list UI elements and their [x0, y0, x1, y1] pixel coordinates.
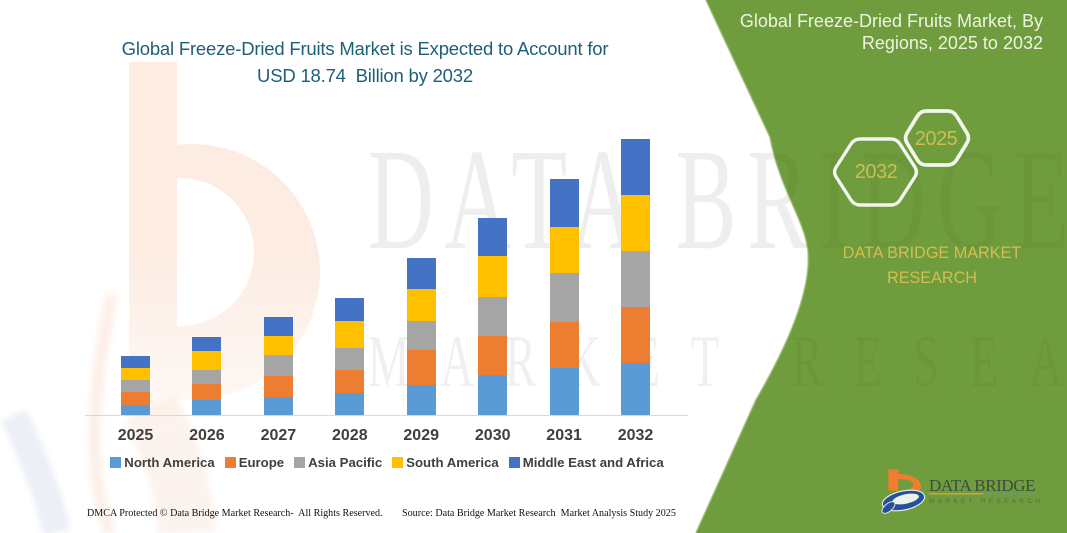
svg-text:MARKET RESEARCH: MARKET RESEARCH: [929, 498, 1043, 505]
svg-text:DATA BRIDGE: DATA BRIDGE: [929, 476, 1035, 495]
